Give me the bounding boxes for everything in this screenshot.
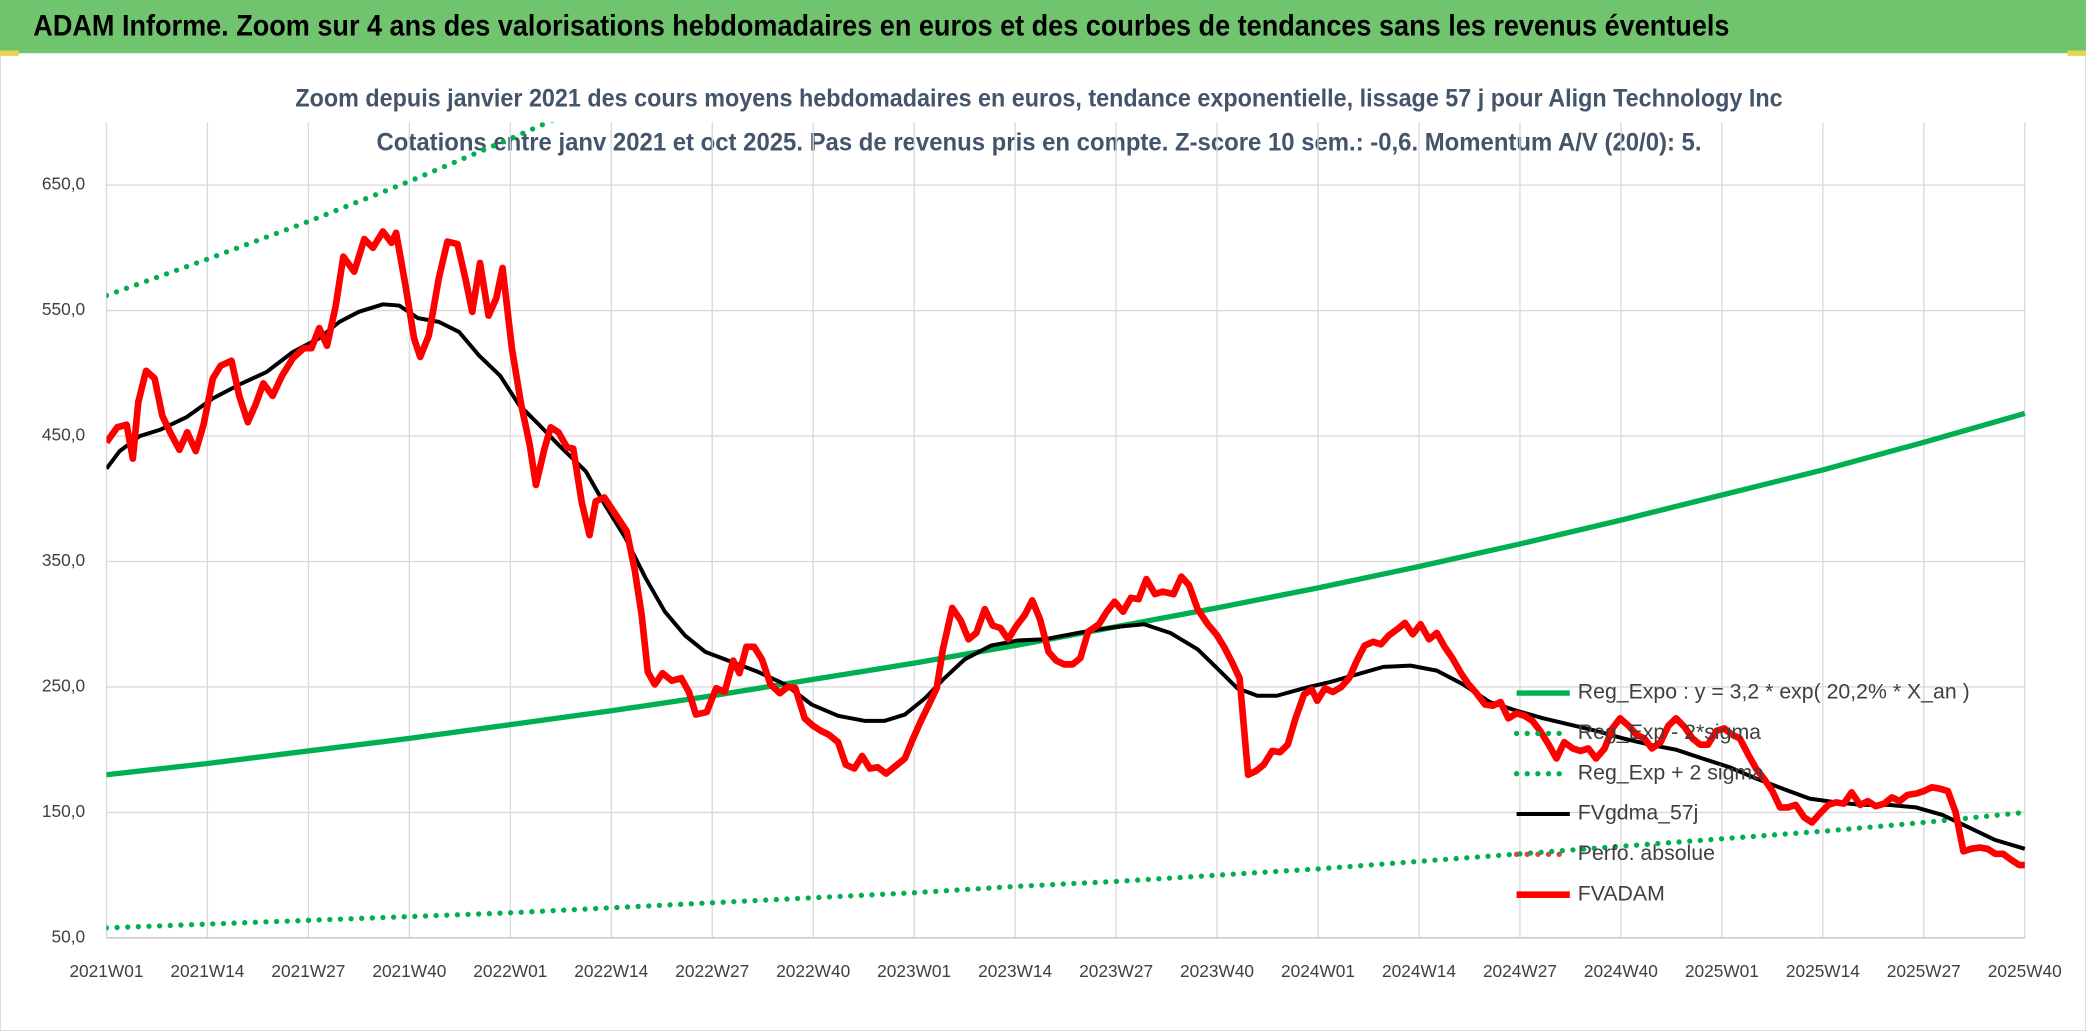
page-title: ADAM Informe. Zoom sur 4 ans des valoris…: [33, 11, 1729, 43]
x-tick-label: 2024W27: [1483, 961, 1557, 981]
y-tick-label: 250,0: [42, 676, 85, 696]
y-tick-label: 650,0: [42, 174, 85, 194]
x-tick-label: 2025W14: [1786, 961, 1860, 981]
x-tick-label: 2024W14: [1382, 961, 1456, 981]
legend-label: Reg_Exp - 2*sigma: [1578, 720, 1761, 744]
x-tick-label: 2022W01: [473, 961, 547, 981]
header-accent: [2067, 50, 2086, 56]
legend-label: Reg_Expo : y = 3,2 * exp( 20,2% * X_an ): [1578, 680, 1970, 704]
series-line: [106, 122, 555, 299]
legend: Reg_Expo : y = 3,2 * exp( 20,2% * X_an )…: [1513, 680, 1970, 905]
x-tick-label: 2021W14: [170, 961, 244, 981]
plot-area: [106, 122, 2027, 931]
y-tick-label: 450,0: [42, 425, 85, 445]
header-bar: [0, 0, 2086, 54]
legend-label: FVADAM: [1578, 881, 1665, 905]
legend-label: FVgdma_57j: [1578, 801, 1699, 825]
x-tick-label: 2025W01: [1685, 961, 1759, 981]
legend-label: Perfo. absolue: [1578, 841, 1715, 865]
x-tick-label: 2023W01: [877, 961, 951, 981]
x-tick-label: 2023W40: [1180, 961, 1254, 981]
x-tick-label: 2025W40: [1988, 961, 2062, 981]
series-line: [106, 809, 2027, 931]
x-tick-label: 2022W27: [675, 961, 749, 981]
x-tick-label: 2022W14: [574, 961, 648, 981]
x-tick-label: 2025W27: [1887, 961, 1961, 981]
y-tick-label: 550,0: [42, 299, 85, 319]
x-tick-label: 2023W14: [978, 961, 1052, 981]
x-tick-label: 2022W40: [776, 961, 850, 981]
y-tick-label: 150,0: [42, 801, 85, 821]
x-tick-label: 2021W27: [271, 961, 345, 981]
x-tick-label: 2021W40: [372, 961, 446, 981]
header-accent: [0, 50, 19, 56]
chart-subtitle: Cotations entre janv 2021 et oct 2025. P…: [377, 128, 1702, 156]
y-tick-label: 350,0: [42, 550, 85, 570]
legend-label: Reg_Exp + 2 sigma: [1578, 760, 1764, 784]
chart-subtitle: Zoom depuis janvier 2021 des cours moyen…: [295, 84, 1782, 112]
x-tick-label: 2024W40: [1584, 961, 1658, 981]
grid: 50,0 150,0 250,0 350,0 450,0 550,0 650,0 2021W0…: [42, 122, 2062, 981]
series-line: [106, 228, 2025, 869]
x-tick-label: 2023W27: [1079, 961, 1153, 981]
y-tick-label: 50,0: [52, 926, 86, 946]
x-tick-label: 2021W01: [69, 961, 143, 981]
series-line: [106, 302, 2026, 851]
x-tick-label: 2024W01: [1281, 961, 1355, 981]
